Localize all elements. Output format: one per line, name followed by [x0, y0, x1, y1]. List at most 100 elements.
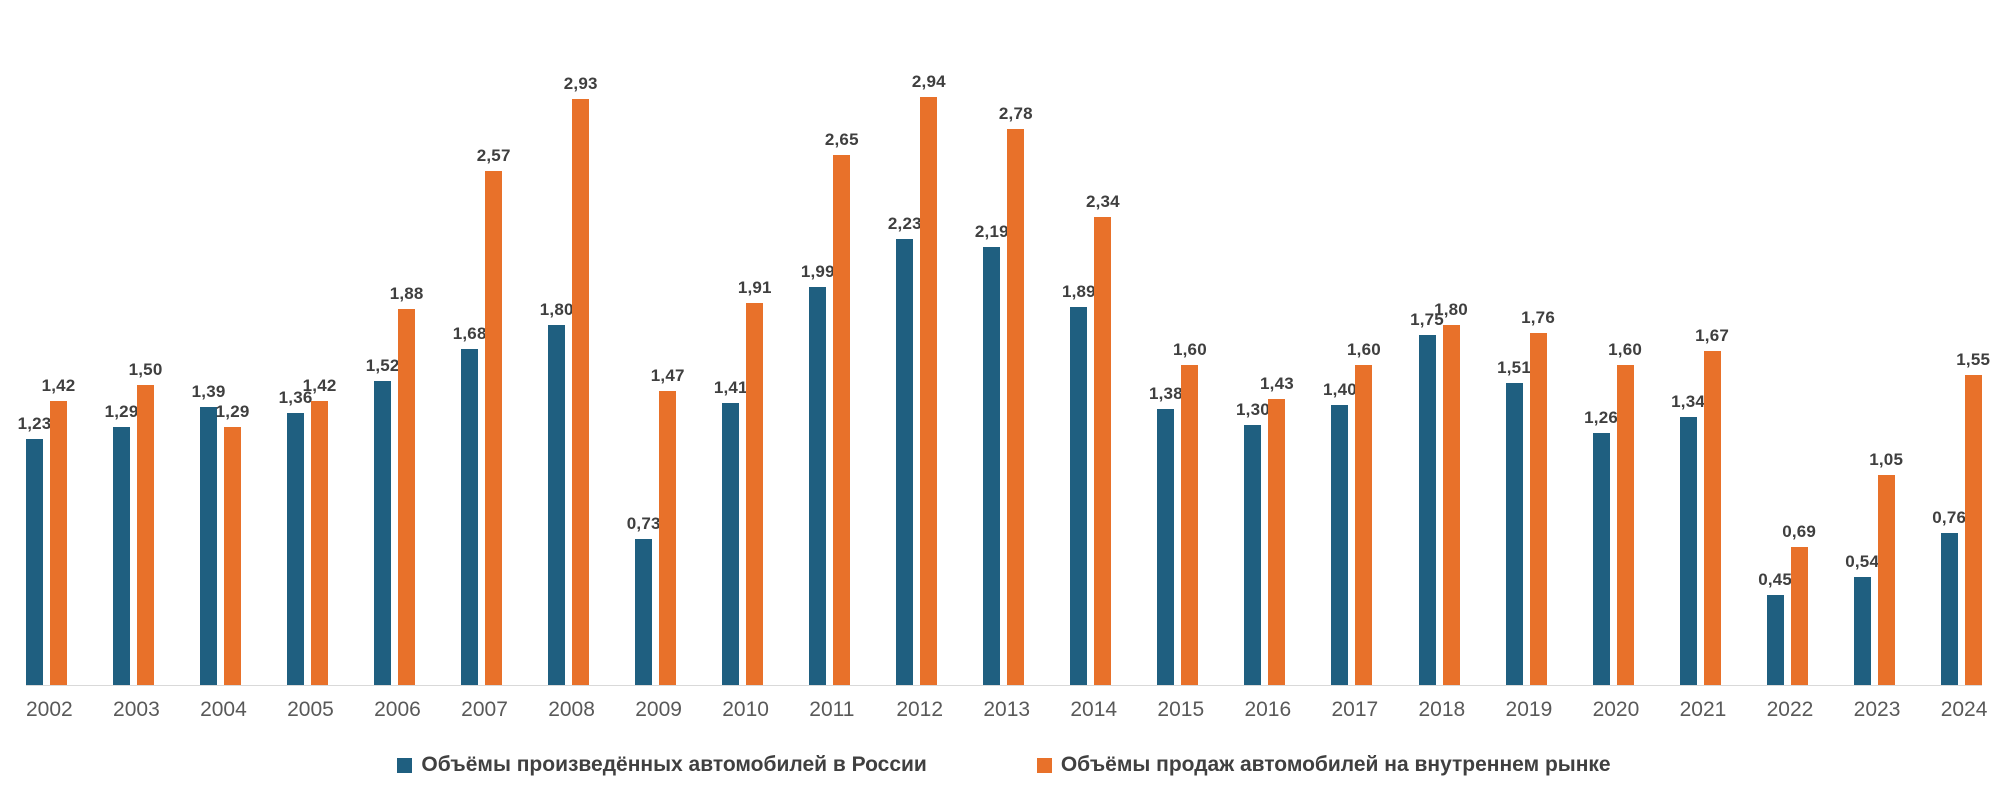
x-axis-label-2002: 2002 [26, 698, 73, 721]
data-label-sales-2018: 1,80 [1434, 300, 1468, 319]
bar-col-sales-2013: 2,78 [999, 104, 1033, 685]
bar-col-sales-2021: 1,67 [1695, 326, 1729, 685]
data-label-sales-2010: 1,91 [737, 278, 772, 297]
x-axis-label-2003: 2003 [113, 698, 160, 721]
data-label-sales-2007: 2,57 [476, 146, 511, 165]
x-axis-label-2005: 2005 [287, 698, 334, 721]
data-label-production-2002: 1,23 [17, 414, 52, 433]
bar-col-sales-2023: 1,05 [1869, 450, 1903, 685]
bar-col-sales-2016: 1,43 [1260, 374, 1294, 685]
bar-col-production-2013: 2,19 [975, 222, 1009, 685]
bar-col-sales-2005: 1,42 [303, 376, 336, 685]
bar-sales-2024 [1964, 375, 1982, 685]
bar-sales-2006 [398, 309, 416, 685]
data-label-production-2009: 0,73 [626, 514, 661, 533]
year-group-2012: 2,23 2,94 [888, 72, 946, 685]
data-label-sales-2003: 1,50 [128, 360, 163, 379]
year-group-2003: 1,29 1,50 [105, 360, 162, 685]
legend-label-production: Объёмы произведённых автомобилей в Росси… [421, 753, 927, 776]
bar-production-2016 [1244, 425, 1262, 685]
x-axis-label-2013: 2013 [983, 698, 1031, 721]
bar-col-sales-2002: 1,42 [42, 376, 75, 685]
bar-sales-2012 [920, 97, 938, 685]
bar-col-production-2011: 1,99 [801, 262, 835, 685]
data-label-production-2004: 1,39 [191, 382, 226, 401]
bar-col-production-2018: 1,75 [1410, 310, 1444, 685]
data-label-sales-2004: 1,29 [215, 402, 250, 421]
bar-col-production-2017: 1,40 [1323, 380, 1357, 685]
bar-col-production-2019: 1,51 [1497, 358, 1531, 685]
data-label-sales-2020: 1,60 [1608, 340, 1643, 359]
data-label-production-2024: 0,76 [1932, 508, 1967, 527]
bar-sales-2005 [311, 401, 329, 685]
x-axis-label-2010: 2010 [722, 698, 769, 721]
data-label-sales-2016: 1,43 [1260, 374, 1294, 393]
data-label-sales-2023: 1,05 [1869, 450, 1904, 469]
bar-sales-2013 [1007, 129, 1025, 685]
bar-col-production-2024: 0,76 [1932, 508, 1966, 685]
year-group-2005: 1,36 1,42 [279, 376, 336, 685]
data-label-sales-2022: 0,69 [1782, 522, 1817, 541]
bar-col-sales-2022: 0,69 [1782, 522, 1816, 685]
data-label-production-2023: 0,54 [1845, 552, 1880, 571]
x-axis-label-2018: 2018 [1418, 698, 1466, 721]
bar-sales-2019 [1529, 333, 1547, 685]
legend: Объёмы произведённых автомобилей в Росси… [0, 753, 2008, 777]
bar-production-2014 [1070, 307, 1088, 685]
legend-item-sales: Объёмы продаж автомобилей на внутреннем … [1036, 753, 1611, 777]
data-label-production-2006: 1,52 [365, 356, 400, 375]
bar-sales-2023 [1877, 475, 1895, 685]
bar-production-2005 [287, 413, 305, 685]
bar-col-production-2021: 1,34 [1671, 392, 1705, 685]
bar-sales-2021 [1703, 351, 1721, 685]
legend-swatch-production [397, 757, 413, 773]
data-label-production-2003: 1,29 [104, 402, 139, 421]
bar-sales-2004 [224, 427, 242, 685]
bar-col-production-2012: 2,23 [888, 214, 922, 685]
x-axis-label-2007: 2007 [461, 698, 508, 721]
year-group-2017: 1,40 1,60 [1323, 340, 1381, 685]
bar-col-sales-2006: 1,88 [390, 284, 423, 685]
plot-area: 1,23 1,42 1,29 1,50 1,39 1,29 1,36 1,42 1,52 1,88… [18, 0, 1990, 686]
bar-production-2011 [809, 287, 827, 685]
bar-col-production-2005: 1,36 [279, 388, 312, 685]
year-group-2014: 1,89 2,34 [1062, 192, 1120, 685]
bar-production-2022 [1766, 595, 1784, 685]
bar-sales-2020 [1616, 365, 1634, 685]
bar-col-production-2003: 1,29 [105, 402, 138, 685]
x-axis-label-2021: 2021 [1679, 698, 1727, 721]
bar-col-sales-2011: 2,65 [825, 130, 859, 685]
year-group-2013: 2,19 2,78 [975, 104, 1033, 685]
bar-col-production-2014: 1,89 [1062, 282, 1096, 685]
bar-production-2009 [635, 539, 653, 685]
bar-sales-2022 [1790, 547, 1808, 685]
bar-production-2021 [1679, 417, 1697, 685]
data-label-production-2016: 1,30 [1236, 400, 1270, 419]
bar-production-2023 [1853, 577, 1871, 685]
bar-col-sales-2010: 1,91 [738, 278, 772, 685]
bar-production-2002 [26, 439, 43, 685]
x-axis-label-2006: 2006 [374, 698, 421, 721]
data-label-sales-2013: 2,78 [998, 104, 1033, 123]
year-group-2008: 1,80 2,93 [540, 74, 597, 685]
data-label-production-2021: 1,34 [1671, 392, 1706, 411]
bar-sales-2003 [137, 385, 155, 685]
bar-production-2010 [722, 403, 740, 685]
bar-production-2024 [1940, 533, 1958, 685]
bar-col-production-2010: 1,41 [714, 378, 748, 685]
data-label-sales-2006: 1,88 [389, 284, 424, 303]
x-axis-label-2022: 2022 [1766, 698, 1814, 721]
year-group-2006: 1,52 1,88 [366, 284, 423, 685]
data-label-sales-2008: 2,93 [563, 74, 598, 93]
bar-sales-2014 [1094, 217, 1112, 685]
bar-col-production-2007: 1,68 [453, 324, 486, 685]
bar-col-production-2004: 1,39 [192, 382, 225, 685]
bar-sales-2008 [572, 99, 590, 685]
bar-production-2020 [1592, 433, 1610, 685]
data-label-production-2007: 1,68 [452, 324, 487, 343]
data-label-production-2022: 0,45 [1758, 570, 1793, 589]
bar-production-2007 [461, 349, 479, 685]
data-label-production-2012: 2,23 [887, 214, 922, 233]
bar-production-2003 [113, 427, 131, 685]
bar-col-production-2009: 0,73 [627, 514, 660, 685]
